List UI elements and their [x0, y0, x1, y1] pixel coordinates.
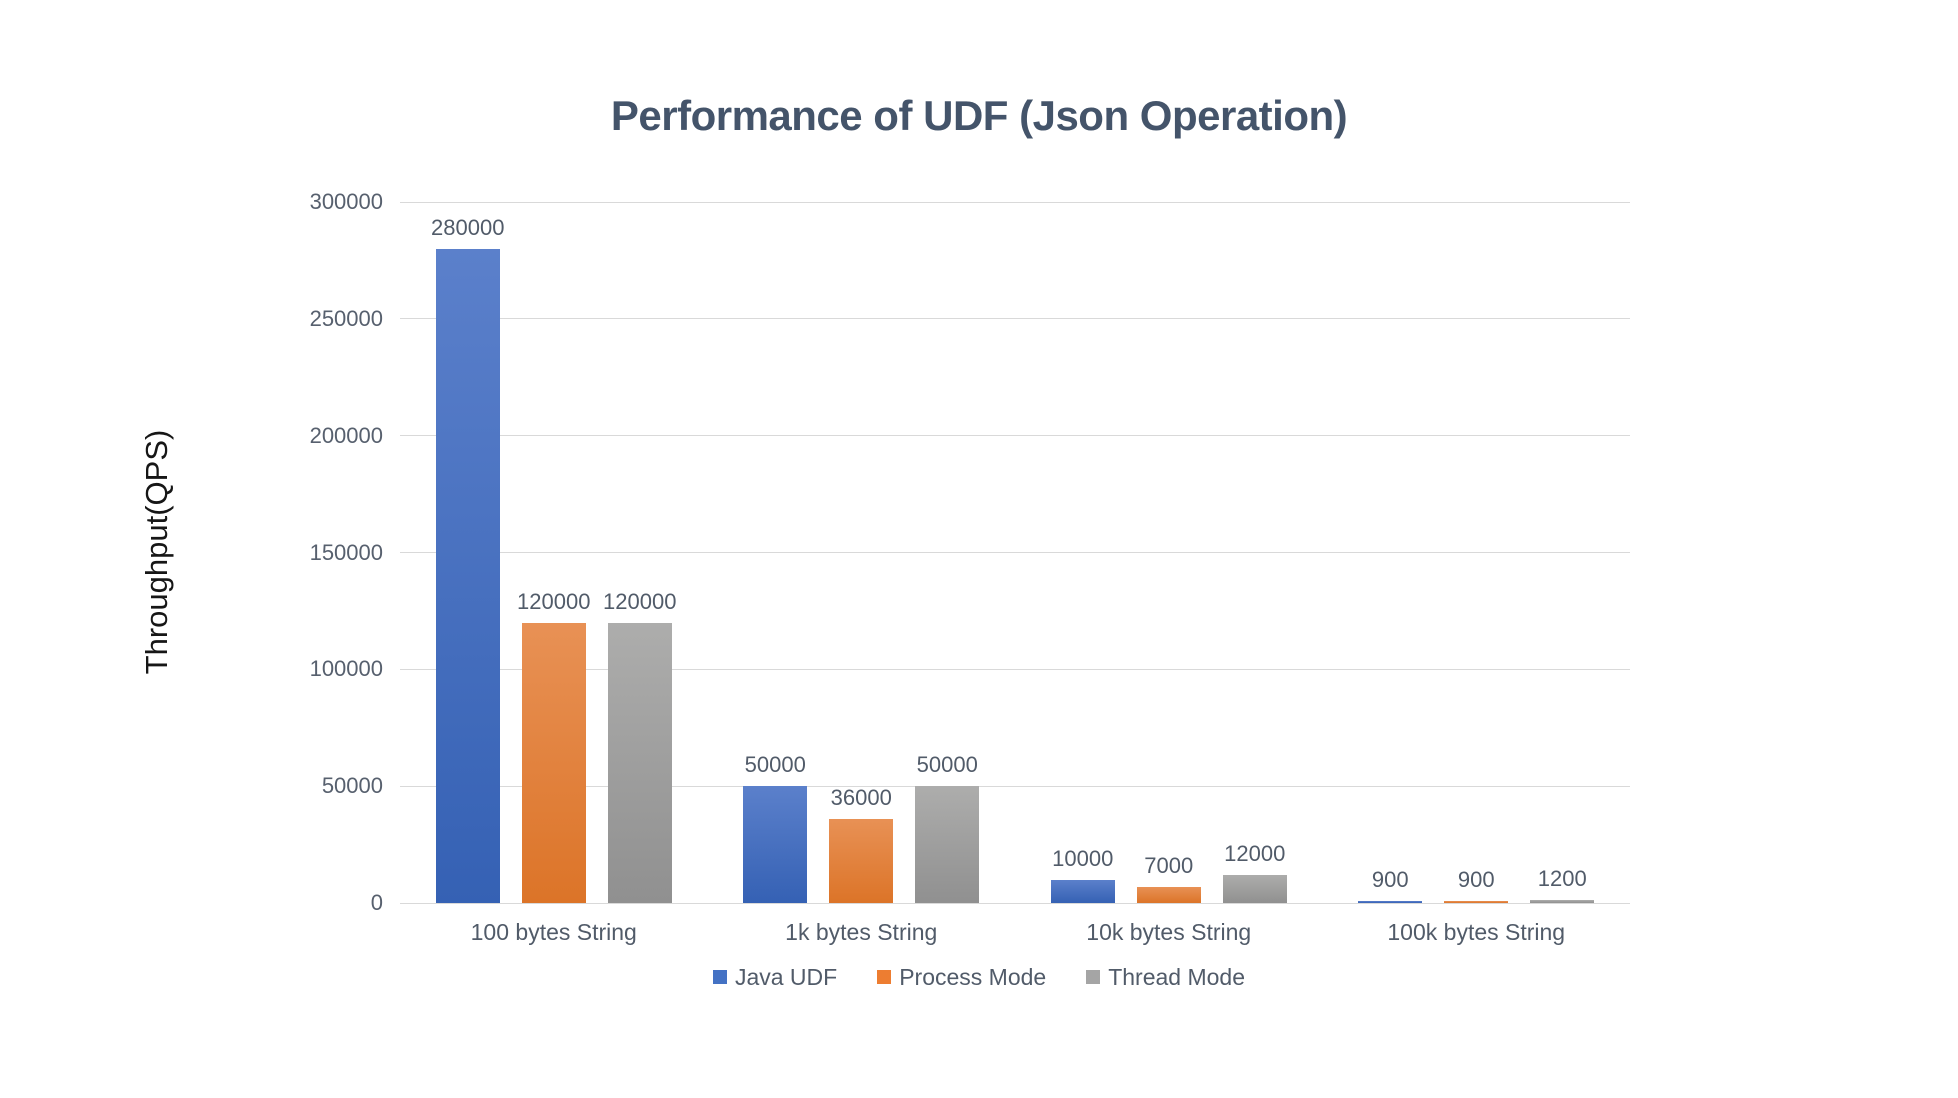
y-axis-tick-label: 250000	[309, 305, 383, 331]
bar	[915, 786, 980, 903]
x-axis-label: 1k bytes String	[785, 919, 938, 945]
x-axis-label: 100 bytes String	[470, 919, 637, 945]
bar-value-label: 1200	[1537, 866, 1587, 891]
bar-value-label: 36000	[830, 785, 892, 810]
bar	[521, 623, 586, 903]
y-axis-tick-label: 300000	[309, 189, 383, 214]
legend: Java UDF Process Mode Thread Mode	[0, 963, 1958, 991]
gridline	[400, 668, 1630, 670]
bar-value-label: 120000	[603, 589, 677, 614]
y-axis-title: Throughput(QPS)	[139, 429, 174, 675]
legend-item: Thread Mode	[1086, 963, 1245, 991]
y-axis-tick-label: 0	[370, 890, 383, 915]
y-axis-tick-label: 150000	[309, 539, 383, 565]
bar-value-label: 50000	[916, 752, 978, 777]
gridline	[400, 785, 1630, 787]
bar-value-label: 7000	[1144, 853, 1194, 878]
gridline	[400, 318, 1630, 320]
bar-value-label: 280000	[431, 215, 505, 240]
chart-title: Performance of UDF (Json Operation)	[610, 92, 1348, 139]
legend-label: Process Mode	[899, 964, 1047, 990]
gridline	[400, 201, 1630, 203]
legend-item: Process Mode	[877, 963, 1046, 991]
bar-value-label: 900	[1371, 867, 1409, 892]
gridline	[400, 902, 1630, 904]
bar-value-label: 10000	[1052, 846, 1114, 871]
legend-swatch-java-udf	[712, 970, 727, 984]
y-axis-tick-label: 50000	[321, 773, 383, 799]
bar	[1530, 900, 1595, 903]
bar	[435, 249, 500, 903]
bar	[1136, 887, 1201, 903]
legend-label: Java UDF	[734, 964, 838, 990]
gridline	[400, 435, 1630, 437]
bar	[829, 819, 894, 903]
bar-value-label: 120000	[517, 589, 591, 614]
x-axis-label: 10k bytes String	[1086, 919, 1252, 945]
bar	[607, 623, 672, 903]
legend-swatch-process-mode	[877, 970, 892, 984]
bar	[1222, 875, 1287, 903]
gridline	[400, 552, 1630, 553]
y-axis-tick-label: 100000	[309, 656, 383, 682]
bar	[1444, 901, 1509, 903]
bar-value-label: 50000	[744, 752, 806, 777]
bar	[1050, 880, 1115, 903]
bar-value-label: 12000	[1224, 841, 1286, 866]
x-axis-label: 100k bytes String	[1387, 919, 1566, 945]
bar	[1358, 901, 1423, 903]
y-axis-tick-label: 200000	[309, 422, 383, 448]
legend-item: Java UDF	[712, 963, 838, 991]
legend-swatch-thread-mode	[1086, 970, 1101, 984]
bar-value-label: 900	[1457, 867, 1495, 892]
legend-label: Thread Mode	[1108, 964, 1246, 990]
bar	[743, 786, 808, 903]
